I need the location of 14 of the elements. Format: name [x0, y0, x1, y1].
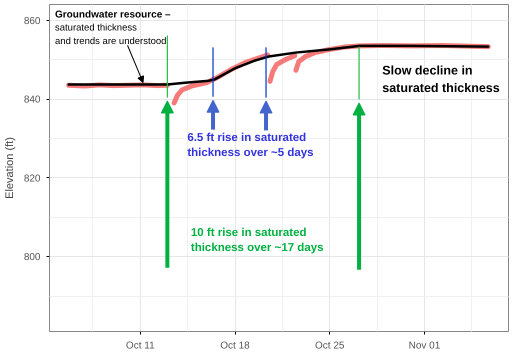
y-tick-label: 820 — [24, 173, 41, 184]
x-tick-label: Nov 01 — [408, 340, 441, 352]
y-tick-label: 800 — [24, 252, 41, 264]
annotation: 6.5 ft rise in saturated thickness over ~5 days — [187, 132, 314, 160]
y-tick-label: 860 — [24, 16, 41, 27]
x-tick-label: Oct 11 — [126, 340, 156, 352]
annotation: Slow decline in saturated thickness — [382, 63, 500, 95]
annotation: saturated thickness and trends are understood — [55, 22, 166, 48]
y-axis-title: Elevation (ft) — [4, 137, 16, 199]
annotation: 10 ft rise in saturated thickness over ~17 days — [190, 226, 324, 254]
annotation: Groundwater resource – — [55, 9, 172, 20]
y-tick-label: 840 — [24, 94, 41, 106]
x-tick-label: Oct 25 — [315, 340, 345, 352]
x-tick-label: Oct 18 — [220, 340, 250, 352]
